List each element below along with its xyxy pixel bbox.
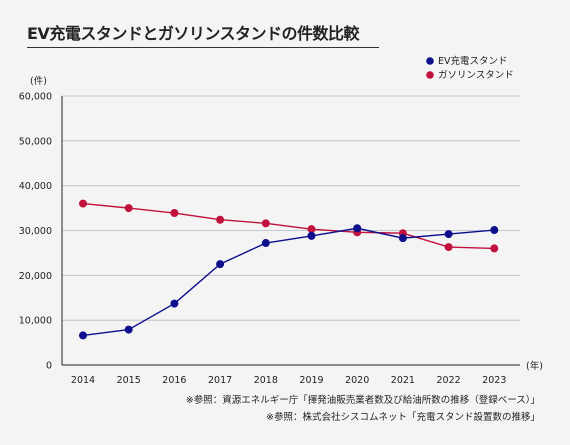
x-tick-label: 2023 — [482, 375, 506, 386]
x-tick-label: 2015 — [117, 375, 141, 386]
data-point — [261, 219, 270, 228]
data-point — [307, 225, 316, 234]
series-1 — [79, 199, 499, 253]
source-note: ※参照：資源エネルギー庁「揮発油販売業者数及び給油所数の推移（登録ベース）」 — [185, 395, 540, 406]
axes — [61, 96, 520, 366]
data-point — [490, 244, 499, 253]
x-tick-label: 2017 — [208, 375, 232, 386]
series-line — [82, 227, 495, 337]
data-point — [444, 243, 453, 252]
y-tick-label: 30,000 — [19, 226, 52, 237]
series-group — [79, 199, 499, 340]
source-notes: ※参照：資源エネルギー庁「揮発油販売業者数及び給油所数の推移（登録ベース）」 ※… — [186, 392, 540, 426]
y-tick-label: 10,000 — [19, 316, 52, 327]
data-point — [124, 204, 133, 213]
x-tick-label: 2014 — [71, 375, 95, 386]
data-point — [398, 234, 407, 243]
data-point — [261, 239, 270, 248]
legend-label: ガソリンスタンド — [438, 70, 514, 81]
y-tick-label: 0 — [46, 361, 52, 372]
data-point — [353, 224, 362, 233]
x-tick-label: 2021 — [391, 375, 415, 386]
y-tick-label: 40,000 — [19, 181, 52, 192]
data-point — [170, 299, 179, 308]
x-tick-label: 2020 — [345, 375, 369, 386]
source-note: ※参照：株式会社シスコムネット「充電スタンド設置数の推移」 — [266, 412, 540, 423]
data-point — [216, 260, 225, 269]
x-tick-label: 2018 — [254, 375, 278, 386]
y-tick-label: 20,000 — [19, 271, 52, 282]
data-point — [216, 215, 225, 224]
legend-marker — [426, 71, 434, 79]
y-tick-label: 60,000 — [19, 92, 52, 103]
data-point — [79, 199, 87, 208]
data-point — [170, 209, 179, 218]
grid-lines — [62, 95, 520, 321]
x-tick-labels: 2014 2015 2016 2017 2018 2019 2020 2021 2022 2023 — [71, 375, 506, 386]
title-underline — [27, 47, 379, 48]
x-tick-label: 2016 — [162, 375, 186, 386]
series-line — [82, 202, 495, 250]
legend-label: EV充電スタンド — [438, 55, 508, 67]
data-point — [79, 331, 87, 340]
y-tick-label: 50,000 — [19, 136, 52, 147]
chart-title: EV充電スタンドとガソリンスタンドの件数比較 — [27, 24, 360, 43]
data-point — [490, 226, 499, 235]
x-tick-label: 2019 — [299, 375, 323, 386]
legend-marker — [426, 57, 434, 65]
y-axis-unit: (件) — [30, 75, 47, 87]
x-tick-label: 2022 — [437, 375, 461, 386]
data-point — [444, 230, 453, 239]
y-tick-labels: 0 10,000 20,000 30,000 40,000 50,000 60,000 — [19, 92, 52, 372]
data-point — [124, 325, 133, 334]
series-0 — [79, 224, 499, 340]
data-point — [307, 231, 316, 240]
x-axis-unit: (年) — [526, 360, 543, 372]
